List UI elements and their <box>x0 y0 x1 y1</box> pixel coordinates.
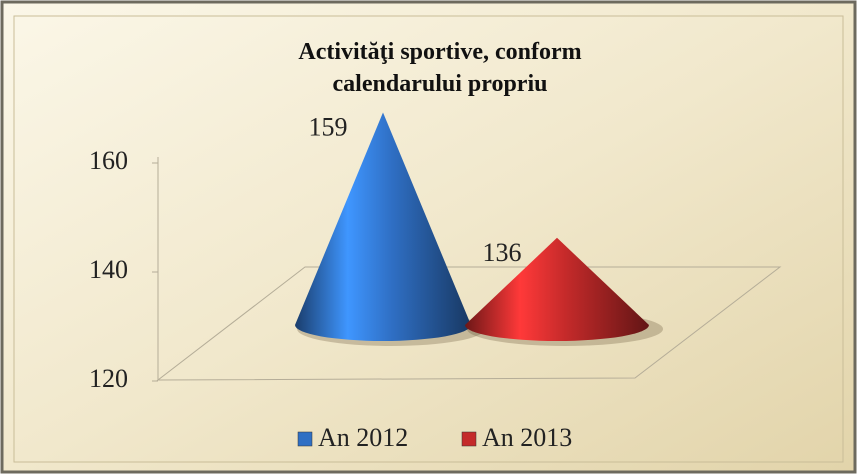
chart-title: Activităţi sportive, conform calendarulu… <box>298 39 582 97</box>
data-label: 136 <box>483 238 522 267</box>
legend-marker <box>461 431 477 447</box>
cone <box>295 112 471 341</box>
legend-marker <box>297 431 313 447</box>
y-tick-label: 120 <box>89 364 128 393</box>
y-tick-label: 140 <box>89 255 128 284</box>
legend-label: An 2013 <box>482 423 572 452</box>
y-tick-label: 160 <box>89 146 128 175</box>
plot-border <box>13 15 844 463</box>
floor <box>156 266 782 381</box>
cone <box>465 237 649 341</box>
data-label: 159 <box>309 112 348 141</box>
legend-label: An 2012 <box>318 423 408 452</box>
